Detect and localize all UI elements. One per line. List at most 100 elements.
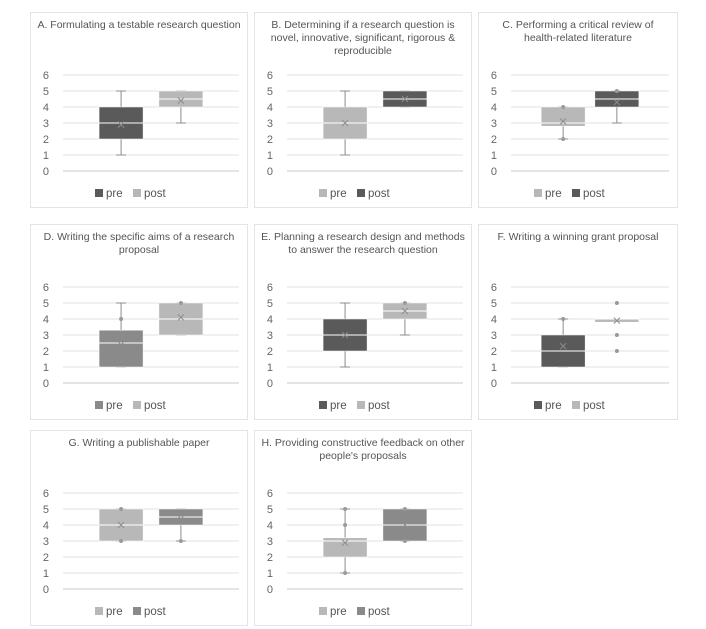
y-tick-label: 5	[491, 86, 497, 98]
y-tick-label: 5	[491, 298, 497, 310]
y-tick-label: 3	[267, 330, 273, 342]
y-tick-label: 6	[267, 282, 273, 294]
chart-title: A. Formulating a testable research quest…	[37, 19, 241, 31]
chart-title: E. Planning a research design and method…	[261, 231, 465, 256]
outlier-point	[343, 571, 348, 575]
y-tick-label: 0	[43, 378, 49, 390]
y-tick-label: 1	[43, 568, 49, 580]
y-tick-label: 0	[267, 584, 273, 596]
mean-marker	[401, 307, 409, 315]
legend-swatch	[133, 607, 141, 615]
outlier-point	[343, 507, 348, 511]
outlier-point	[614, 333, 619, 337]
box-plot: 0 1 2 3 4 5 6 pre post	[43, 282, 239, 412]
box-pre	[98, 329, 144, 368]
y-tick-label: 0	[491, 378, 497, 390]
mean-marker	[559, 118, 567, 125]
chart-panel-e: E. Planning a research design and method…	[254, 224, 472, 420]
chart-title: B. Determining if a research question is…	[270, 19, 456, 57]
outlier-point	[614, 301, 619, 305]
y-tick-label: 4	[491, 102, 497, 114]
y-tick-label: 1	[43, 150, 49, 162]
y-tick-label: 4	[491, 314, 497, 326]
legend-swatch	[133, 401, 141, 409]
mean-marker	[613, 317, 621, 324]
y-tick-label: 4	[43, 520, 49, 532]
mean-marker	[401, 95, 409, 103]
mean-marker	[117, 121, 125, 128]
chart-panel-f: F. Writing a winning grant proposal 0 1 2 3 4…	[478, 224, 678, 420]
chart-title: F. Writing a winning grant proposal	[497, 231, 659, 243]
box-plot: 0 1 2 3 4 5 6 pre post	[491, 282, 669, 412]
outlier-point	[561, 105, 566, 109]
mean-marker	[341, 331, 349, 339]
y-tick-label: 2	[267, 552, 273, 564]
mean-marker	[559, 342, 567, 350]
chart-panel-h: H. Providing constructive feedback on ot…	[254, 430, 472, 626]
y-tick-label: 4	[267, 314, 273, 326]
legend-swatch	[95, 189, 103, 197]
mean-marker	[341, 539, 349, 546]
y-tick-label: 0	[43, 166, 49, 178]
mean-marker	[401, 521, 409, 529]
box-plot: 0 1 2 3 4 5 6 pre post	[267, 282, 463, 412]
outlier-point	[119, 539, 124, 543]
box-plot: 0 1 2 3 4 5 6 pre post	[491, 70, 669, 200]
y-tick-label: 0	[43, 584, 49, 596]
chart-title: H. Providing constructive feedback on ot…	[261, 437, 465, 462]
box-plot: 0 1 2 3 4 5 6 pre post	[267, 488, 463, 618]
legend-label: pre	[330, 400, 347, 412]
y-tick-label: 5	[43, 504, 49, 516]
mean-marker	[117, 341, 125, 348]
y-tick-label: 3	[491, 118, 497, 130]
y-tick-label: 1	[491, 150, 497, 162]
legend-label: post	[583, 400, 606, 412]
box-plot: 0 1 2 3 4 5 6 pre post	[43, 70, 239, 200]
outlier-point	[178, 539, 183, 543]
outlier-point	[561, 317, 566, 321]
outlier-point	[561, 137, 566, 141]
y-tick-label: 5	[267, 298, 273, 310]
y-tick-label: 1	[491, 362, 497, 374]
mean-marker	[177, 515, 185, 522]
y-tick-label: 3	[267, 118, 273, 130]
chart-panel-d: D. Writing the specific aims of a resear…	[30, 224, 248, 420]
mean-marker	[177, 314, 185, 321]
mean-marker	[341, 119, 349, 127]
mean-marker	[117, 521, 125, 529]
legend-label: post	[368, 400, 391, 412]
y-tick-label: 3	[43, 536, 49, 548]
legend-swatch	[357, 607, 365, 615]
y-tick-label: 4	[267, 102, 273, 114]
outlier-point	[402, 539, 407, 543]
legend-swatch	[572, 401, 580, 409]
legend-label: pre	[330, 606, 347, 618]
y-tick-label: 6	[267, 488, 273, 500]
legend-label: post	[144, 400, 167, 412]
y-tick-label: 3	[267, 536, 273, 548]
outlier-point	[614, 89, 619, 93]
legend-swatch	[133, 189, 141, 197]
y-tick-label: 6	[267, 70, 273, 82]
y-tick-label: 0	[491, 166, 497, 178]
legend-label: pre	[106, 606, 123, 618]
legend-label: pre	[545, 188, 562, 200]
y-tick-label: 2	[267, 134, 273, 146]
y-tick-label: 3	[43, 118, 49, 130]
y-tick-label: 2	[43, 552, 49, 564]
chart-title: C. Performing a critical review of healt…	[502, 19, 654, 44]
outlier-point	[402, 301, 407, 305]
legend-swatch	[357, 189, 365, 197]
legend-swatch	[95, 401, 103, 409]
chart-title: D. Writing the specific aims of a resear…	[43, 231, 235, 256]
outlier-point	[119, 317, 124, 321]
legend-swatch	[319, 401, 327, 409]
y-tick-label: 3	[43, 330, 49, 342]
legend-label: pre	[545, 400, 562, 412]
y-tick-label: 6	[491, 70, 497, 82]
legend-swatch	[95, 607, 103, 615]
box-plot: 0 1 2 3 4 5 6 pre post	[43, 488, 239, 618]
legend-swatch	[357, 401, 365, 409]
y-tick-label: 6	[491, 282, 497, 294]
legend-label: pre	[106, 188, 123, 200]
